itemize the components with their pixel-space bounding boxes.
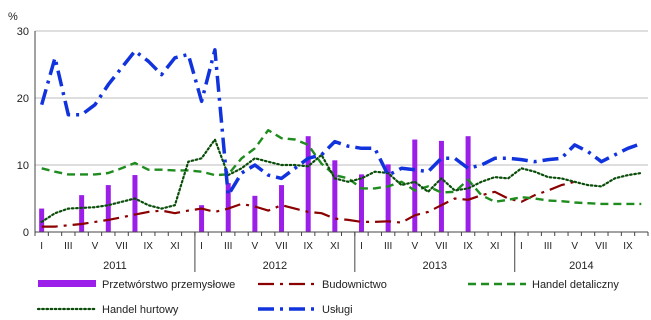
y-tick-label: 10 — [17, 160, 29, 172]
series-line-1 — [41, 180, 575, 228]
bar-przetworstwo — [305, 136, 311, 232]
bar-przetworstwo — [385, 164, 391, 232]
legend-label: Budownictwo — [322, 279, 387, 291]
bar-przetworstwo — [39, 208, 45, 232]
series-line-2 — [41, 129, 642, 206]
x-tick-label: VII — [116, 241, 128, 252]
x-tick-label: V — [571, 241, 578, 252]
x-tick-label: VII — [435, 241, 447, 252]
y-axis-unit-label: % — [8, 11, 18, 23]
x-tick-label: VII — [275, 241, 287, 252]
bar-przetworstwo — [252, 195, 258, 232]
x-tick-label: IX — [303, 241, 313, 252]
bar-przetworstwo — [358, 174, 364, 232]
x-tick-label: IX — [463, 241, 473, 252]
x-tick-label: I — [40, 241, 43, 252]
x-tick-label: VII — [595, 241, 607, 252]
x-tick-label: I — [360, 241, 363, 252]
year-label: 2012 — [263, 260, 287, 272]
x-tick-label: IX — [623, 241, 633, 252]
x-tick-label: V — [411, 241, 418, 252]
x-tick-label: III — [224, 241, 232, 252]
year-label: 2013 — [423, 260, 447, 272]
legend-label: Przetwórstwo przemysłowe — [102, 279, 235, 291]
x-tick-label: III — [384, 241, 392, 252]
x-tick-label: I — [200, 241, 203, 252]
x-tick-label: III — [544, 241, 552, 252]
series-line-4 — [40, 48, 642, 197]
year-label: 2014 — [569, 260, 593, 272]
series-line-3 — [40, 138, 643, 223]
x-tick-label: V — [92, 241, 99, 252]
y-tick-label: 20 — [17, 93, 29, 105]
x-tick-label: XI — [490, 241, 499, 252]
bar-przetworstwo — [412, 139, 418, 232]
year-label: 2011 — [103, 260, 127, 272]
x-tick-label: XI — [170, 241, 179, 252]
x-tick-label: I — [520, 241, 523, 252]
bar-przetworstwo — [465, 136, 471, 232]
legend-swatch-bar — [38, 280, 96, 287]
legend-label: Handel detaliczny — [532, 279, 619, 291]
x-tick-label: III — [64, 241, 72, 252]
y-tick-label: 30 — [17, 26, 29, 38]
bar-przetworstwo — [79, 195, 85, 232]
x-tick-label: XI — [330, 241, 339, 252]
y-tick-label: 0 — [23, 227, 29, 239]
bar-przetworstwo — [438, 140, 444, 232]
bar-przetworstwo — [132, 175, 138, 232]
bar-przetworstwo — [105, 185, 111, 232]
bar-przetworstwo — [332, 160, 338, 232]
x-tick-label: V — [252, 241, 259, 252]
bar-przetworstwo — [279, 185, 285, 232]
x-tick-label: IX — [144, 241, 154, 252]
bar-series — [39, 136, 471, 232]
legend-label: Usługi — [322, 304, 353, 316]
legend-label: Handel hurtowy — [102, 304, 179, 316]
line-series — [40, 48, 643, 228]
bar-przetworstwo — [199, 205, 205, 232]
legend: Przetwórstwo przemysłowe Budownictwo Hande… — [36, 279, 619, 316]
